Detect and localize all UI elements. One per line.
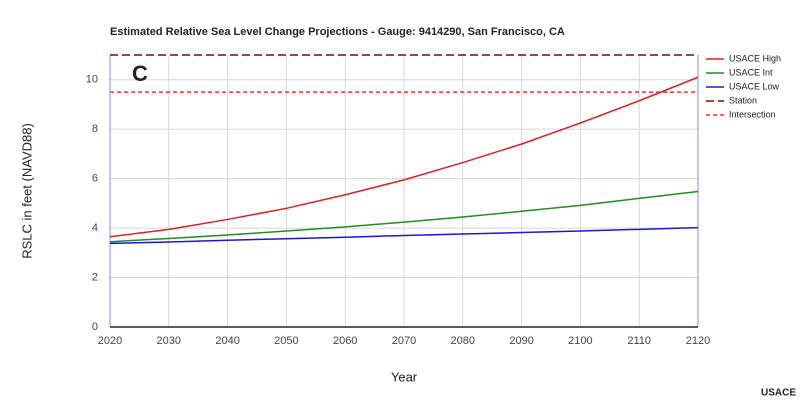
y-tick-label: 10 [86, 74, 98, 86]
series-line [109, 226, 699, 245]
x-axis-label: Year [391, 369, 418, 384]
x-tick-label: 2060 [333, 335, 357, 347]
series-line [109, 76, 699, 238]
y-axis-label: RSLC in feet (NAVD88) [19, 123, 34, 259]
x-tick-label: 2110 [627, 335, 651, 347]
series-line [109, 190, 699, 243]
x-tick-label: 2120 [686, 335, 710, 347]
x-tick-label: 2090 [509, 335, 533, 347]
y-tick-label: 2 [92, 271, 98, 283]
legend-label: USACE Int [729, 67, 773, 77]
x-tick-label: 2030 [157, 335, 181, 347]
x-tick-label: 2100 [568, 335, 592, 347]
annotation: C [132, 61, 148, 86]
legend-label: Intersection [729, 109, 776, 119]
y-tick-label: 6 [92, 173, 98, 185]
x-tick-label: 2050 [274, 335, 298, 347]
credit: USACE [761, 388, 796, 399]
x-tick-label: 2020 [98, 335, 122, 347]
legend-label: Station [729, 95, 757, 105]
legend-label: USACE Low [729, 81, 780, 91]
x-tick-label: 2070 [392, 335, 416, 347]
legend-label: USACE High [729, 53, 781, 63]
chart-title: Estimated Relative Sea Level Change Proj… [110, 26, 565, 38]
y-tick-label: 8 [92, 123, 98, 135]
y-tick-label: 4 [92, 222, 98, 234]
x-tick-label: 2080 [451, 335, 475, 347]
y-tick-label: 0 [92, 321, 98, 333]
x-tick-label: 2040 [215, 335, 239, 347]
